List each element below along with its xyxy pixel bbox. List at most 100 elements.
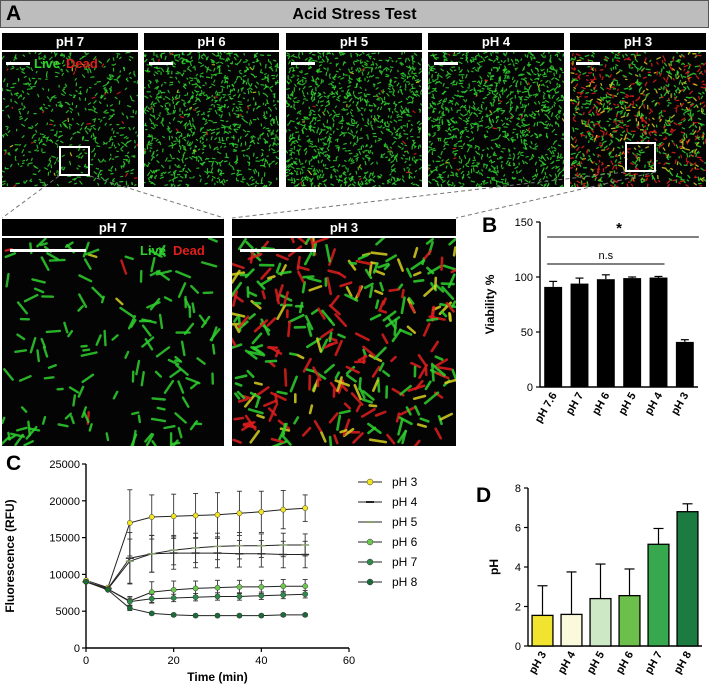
x-tick-label: 60: [343, 655, 355, 667]
panel-letter-d: D: [476, 484, 492, 507]
bar: [570, 283, 589, 387]
legend-marker: [366, 578, 374, 586]
live-label: Live: [140, 243, 167, 258]
data-point: [192, 512, 199, 519]
bar: [596, 279, 615, 387]
zoom-micrograph-1: [2, 238, 224, 446]
image-label-3: pH 5: [286, 33, 422, 50]
x-tick-label: 40: [255, 655, 267, 667]
data-point: [302, 612, 309, 618]
data-point: [258, 508, 265, 515]
panel-letter-c: C: [6, 452, 22, 475]
data-point: [170, 513, 177, 520]
legend-label: pH 3: [392, 475, 418, 489]
micrograph-4: [428, 52, 564, 187]
legend-marker: [366, 558, 374, 566]
data-point: [170, 612, 177, 618]
cell-texture: [2, 238, 221, 446]
data-point: [170, 587, 177, 593]
image-label-1: pH 7: [2, 33, 138, 50]
y-tick-label: 6: [515, 523, 521, 535]
data-point: [236, 593, 243, 600]
y-tick-label: 15000: [49, 533, 80, 545]
data-point: [236, 584, 243, 590]
series-ph-3: [83, 489, 309, 591]
image-label-2: pH 6: [144, 33, 279, 50]
x-tick-label: pH 7: [643, 650, 665, 677]
image-label-4: pH 4: [428, 33, 564, 50]
y-tick-label: 8: [515, 483, 521, 495]
data-point: [148, 610, 155, 617]
series-ph-5: [82, 531, 310, 590]
y-tick-label: 0: [527, 382, 533, 394]
scale-bar: [434, 62, 458, 65]
figure-title: Acid Stress Test: [292, 6, 417, 23]
x-tick-label: pH 7.6: [533, 391, 560, 426]
y-tick-label: 100: [515, 272, 533, 284]
data-point: [126, 598, 133, 605]
data-point: [258, 584, 265, 590]
scale-bar: [10, 249, 86, 252]
data-point: [258, 612, 265, 619]
legend-label: pH 5: [392, 515, 418, 529]
micrograph-1: [2, 52, 138, 187]
y-tick-label: 2: [515, 602, 521, 614]
y-tick-label: 150: [515, 217, 533, 229]
x-axis-label: Time (min): [187, 670, 247, 684]
scale-bar: [149, 62, 173, 65]
cell-texture: [570, 52, 706, 187]
x-tick-label: pH 7: [564, 391, 586, 418]
significance-label: n.s: [598, 250, 613, 262]
y-tick-label: 25000: [49, 459, 80, 471]
cell-texture: [232, 238, 456, 446]
series-ph-8: [83, 578, 309, 619]
legend-label: pH 4: [392, 495, 418, 509]
data-point: [302, 505, 309, 512]
cell-texture: [2, 52, 138, 187]
y-tick-label: 50: [521, 327, 533, 339]
bar: [649, 277, 668, 387]
x-tick-label: pH 8: [672, 650, 694, 677]
bar: [589, 597, 612, 647]
data-point: [258, 592, 265, 599]
bar: [647, 543, 670, 647]
fluorescence-line-chart: 0 5000 10000 15000 20000 25000 0 20 40 60 Time (mi…: [3, 459, 418, 684]
series-ph-6: [83, 578, 309, 606]
x-tick-label: pH 6: [614, 650, 636, 677]
bar: [560, 613, 583, 647]
live-label: Live: [34, 56, 61, 71]
bar: [618, 594, 641, 647]
data-point: [126, 605, 133, 612]
zoom-label-2: pH 3: [232, 219, 456, 236]
data-point: [105, 587, 111, 593]
dead-label: Dead: [173, 243, 205, 258]
data-point: [148, 514, 155, 520]
data-point: [126, 520, 133, 526]
zoom-label-1: pH 7: [2, 219, 224, 236]
x-tick-label: pH 6: [590, 391, 612, 418]
legend-label: pH 6: [392, 535, 418, 549]
y-tick-label: 0: [74, 643, 80, 655]
x-tick-label: pH 5: [585, 650, 607, 677]
y-axis-label: Fluorescence (RFU): [3, 499, 17, 612]
data-point: [302, 591, 309, 598]
cell-texture: [428, 52, 564, 187]
x-tick-label: 0: [83, 655, 89, 667]
data-point: [192, 594, 199, 601]
y-tick-label: 5000: [56, 606, 80, 618]
legend-marker: [366, 538, 374, 546]
ph-bar-chart: 0 2 4 6 8 pH pH 3 pH 4 pH 5 pH 6 pH 7 pH 8: [487, 483, 702, 677]
legend-marker: [366, 478, 374, 486]
zoom-region-box: [59, 146, 90, 176]
bar: [544, 286, 563, 387]
data-point: [214, 612, 221, 619]
zoom-micrograph-2: [232, 238, 456, 446]
data-point: [280, 612, 287, 618]
zoom-guide-lines: [1, 171, 657, 219]
title-bar: Acid Stress Test: [0, 0, 709, 28]
y-tick-label: 20000: [49, 496, 80, 508]
x-tick-label: pH 3: [669, 391, 691, 418]
x-tick-label: 20: [168, 655, 180, 667]
panel-letter-a: A: [6, 2, 22, 25]
